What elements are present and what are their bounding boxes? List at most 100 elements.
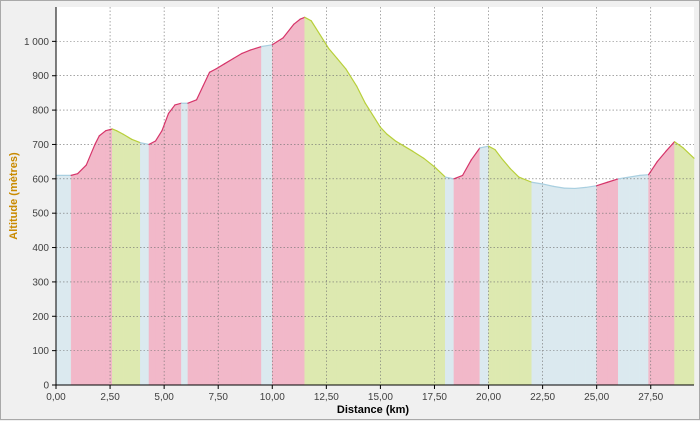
grade-band-climb <box>197 86 203 385</box>
y-tick-label: 1 000 <box>24 37 49 48</box>
grade-band-flat <box>618 177 629 385</box>
grade-band-climb <box>471 148 480 385</box>
x-tick-label: 25,00 <box>584 392 609 403</box>
grade-band-descent <box>112 129 116 385</box>
profile-segment-flat <box>640 175 649 176</box>
grade-band-descent <box>357 86 366 385</box>
grade-band-flat <box>586 186 597 385</box>
grade-band-flat <box>543 184 554 385</box>
grade-band-climb <box>657 151 666 385</box>
grade-band-flat <box>532 182 543 385</box>
grade-band-climb <box>99 131 105 385</box>
grade-band-climb <box>203 72 209 385</box>
grade-band-flat <box>629 175 640 385</box>
y-tick-label: 800 <box>32 106 49 117</box>
grade-band-climb <box>251 47 262 385</box>
grade-band-climb <box>463 160 472 385</box>
grade-band-climb <box>300 17 304 385</box>
grade-band-flat <box>181 103 187 385</box>
x-tick-label: 17,50 <box>422 392 447 403</box>
grade-band-climb <box>597 182 608 385</box>
x-tick-label: 7,50 <box>208 392 228 403</box>
grade-band-descent <box>675 142 684 385</box>
x-tick-label: 2,50 <box>100 392 120 403</box>
grade-band-descent <box>311 21 320 385</box>
grade-band-climb <box>233 53 242 385</box>
grade-band-descent <box>337 59 346 385</box>
grade-band-descent <box>132 139 141 385</box>
grade-band-climb <box>242 50 251 385</box>
grade-band-descent <box>413 151 424 385</box>
x-tick-label: 12,50 <box>314 392 339 403</box>
grade-band-descent <box>683 148 694 385</box>
grade-band-descent <box>489 146 495 385</box>
grade-band-climb <box>272 38 283 385</box>
grade-band-climb <box>216 64 225 385</box>
grade-band-climb <box>454 175 463 385</box>
grade-band-climb <box>106 129 112 385</box>
grade-band-descent <box>424 158 435 385</box>
grade-band-descent <box>387 134 396 385</box>
grade-bands <box>56 7 694 385</box>
y-tick-label: 100 <box>32 346 49 357</box>
grade-band-descent <box>117 131 123 385</box>
grade-band-descent <box>123 134 132 385</box>
grade-band-descent <box>510 169 519 385</box>
grade-band-flat <box>575 187 586 385</box>
grade-band-flat <box>261 45 272 385</box>
grade-band-flat <box>445 177 454 385</box>
grade-band-flat <box>553 186 564 385</box>
grade-band-climb <box>78 165 87 385</box>
grade-band-climb <box>149 141 155 385</box>
grade-band-climb <box>71 174 77 385</box>
grade-band-descent <box>404 146 413 385</box>
x-tick-label: 10,00 <box>260 392 285 403</box>
grade-band-descent <box>502 158 511 385</box>
y-tick-label: 700 <box>32 140 49 151</box>
grade-band-flat <box>56 175 71 385</box>
grade-band-climb <box>225 59 234 385</box>
grade-band-climb <box>162 114 168 385</box>
grade-band-descent <box>495 150 501 385</box>
x-tick-label: 20,00 <box>476 392 501 403</box>
x-tick-label: 22,50 <box>530 392 555 403</box>
grade-band-climb <box>168 105 174 385</box>
y-axis-title: Altitude (mètres) <box>8 152 20 240</box>
grade-band-flat <box>564 188 575 385</box>
x-tick-label: 27,50 <box>638 392 663 403</box>
grade-band-descent <box>380 127 386 385</box>
grade-band-climb <box>294 19 300 385</box>
y-tick-label: 500 <box>32 209 49 220</box>
grade-band-climb <box>666 142 675 385</box>
x-axis-title: Distance (km) <box>337 404 409 416</box>
grade-band-descent <box>329 48 338 385</box>
grade-band-descent <box>320 34 329 385</box>
y-tick-label: 0 <box>43 381 49 392</box>
grade-band-descent <box>519 177 532 385</box>
y-tick-label: 400 <box>32 243 49 254</box>
grade-band-descent <box>374 117 380 385</box>
x-tick-label: 5,00 <box>154 392 174 403</box>
grade-band-flat <box>480 146 489 385</box>
grade-band-descent <box>346 69 357 385</box>
grade-band-descent <box>305 17 311 385</box>
y-tick-label: 600 <box>32 174 49 185</box>
grade-band-climb <box>86 144 95 385</box>
grade-band-climb <box>188 100 197 385</box>
grade-band-climb <box>649 162 658 385</box>
grade-band-descent <box>434 167 445 385</box>
y-tick-label: 200 <box>32 312 49 323</box>
grade-band-climb <box>155 131 161 385</box>
x-axis-ticks: 0,00 2,50 5,00 7,50 10,00 12,50 15,00 17,50 20,0… <box>46 385 663 403</box>
grade-band-descent <box>365 103 374 385</box>
y-tick-label: 900 <box>32 71 49 82</box>
x-tick-label: 15,00 <box>368 392 393 403</box>
grade-band-climb <box>95 136 99 385</box>
grade-band-climb <box>175 103 181 385</box>
grade-band-descent <box>396 141 405 385</box>
grade-band-climb <box>210 69 216 385</box>
grade-band-flat <box>640 175 649 385</box>
x-tick-label: 0,00 <box>46 392 66 403</box>
